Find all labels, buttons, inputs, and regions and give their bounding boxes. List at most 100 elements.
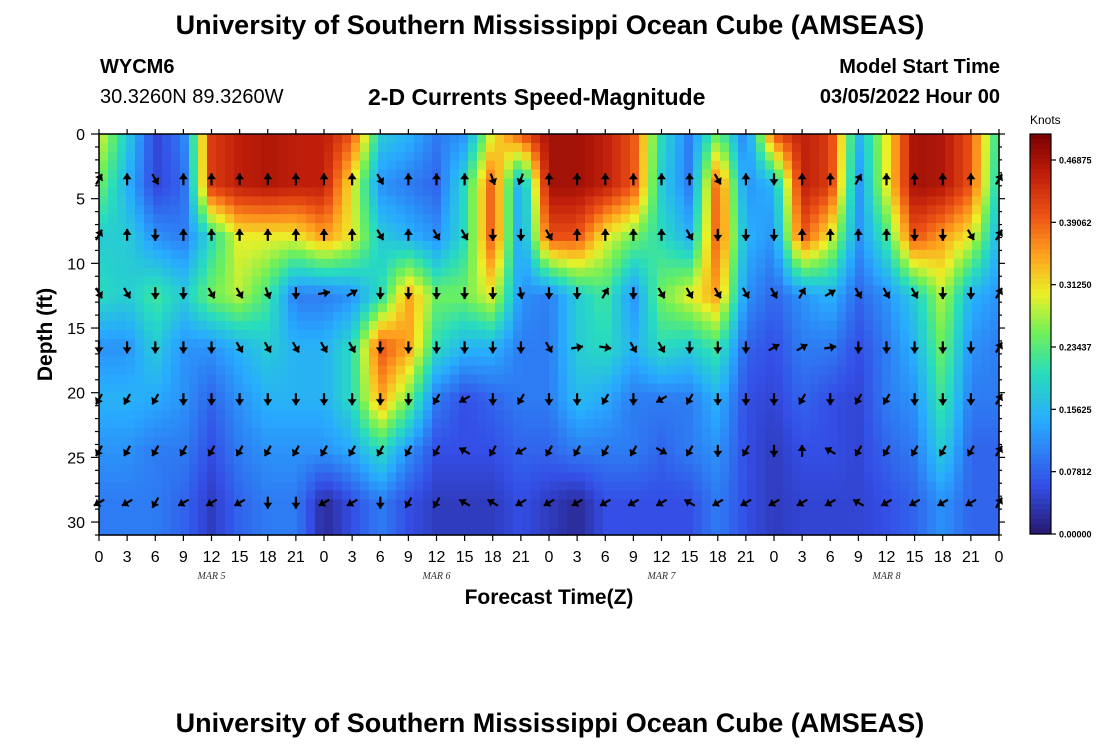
heatmap-cell	[891, 178, 901, 189]
heatmap-cell	[648, 285, 658, 295]
heatmap-cell	[684, 312, 694, 322]
heatmap-cell	[414, 437, 424, 447]
heatmap-cell	[918, 392, 928, 402]
heatmap-cell	[846, 187, 856, 197]
heatmap-cell	[540, 472, 550, 483]
heatmap-cell	[603, 472, 613, 483]
heatmap-cell	[423, 356, 433, 367]
heatmap-cell	[837, 205, 847, 215]
heatmap-cell	[819, 169, 829, 180]
heatmap-cell	[981, 330, 991, 340]
heatmap-cell	[387, 517, 397, 527]
heatmap-cell	[594, 472, 604, 483]
heatmap-cell	[378, 205, 388, 215]
heatmap-cell	[774, 454, 784, 465]
heatmap-cell	[612, 472, 622, 483]
heatmap-cell	[513, 321, 523, 331]
heatmap-cell	[135, 142, 145, 153]
heatmap-cell	[729, 196, 739, 206]
heatmap-cell	[108, 196, 118, 206]
heatmap-cell	[324, 463, 334, 474]
heatmap-cell	[270, 445, 280, 456]
heatmap-cell	[297, 294, 307, 304]
heatmap-cell	[918, 303, 928, 313]
heatmap-cell	[270, 196, 280, 206]
heatmap-cell	[774, 134, 784, 144]
heatmap-cell	[585, 374, 595, 385]
heatmap-cell	[648, 490, 658, 500]
heatmap-cell	[324, 214, 334, 224]
heatmap-cell	[837, 508, 847, 518]
heatmap-cell	[720, 276, 730, 287]
heatmap-cell	[495, 276, 505, 287]
heatmap-cell	[315, 347, 325, 358]
heatmap-cell	[783, 258, 793, 269]
heatmap-cell	[135, 383, 145, 393]
heatmap-cell	[351, 374, 361, 385]
heatmap-cell	[819, 410, 829, 420]
heatmap-cell	[990, 437, 1000, 447]
current-arrow-head	[207, 173, 216, 180]
heatmap-cell	[333, 294, 343, 304]
heatmap-cell	[990, 392, 1000, 402]
heatmap-cell	[180, 151, 190, 162]
heatmap-cell	[108, 321, 118, 331]
heatmap-cell	[666, 223, 676, 233]
heatmap-cell	[234, 463, 244, 474]
heatmap-cell	[711, 374, 721, 385]
heatmap-cell	[648, 410, 658, 420]
heatmap-cell	[819, 178, 829, 189]
heatmap-cell	[621, 374, 631, 385]
heatmap-cell	[144, 178, 154, 189]
heatmap-cell	[459, 490, 469, 500]
current-arrow-head	[122, 173, 132, 180]
heatmap-cell	[738, 151, 748, 162]
heatmap-cell	[729, 312, 739, 322]
heatmap-cell	[558, 392, 568, 402]
heatmap-cell	[630, 374, 640, 385]
heatmap-cell	[648, 142, 658, 153]
heatmap-cell	[135, 214, 145, 224]
heatmap-cell	[783, 240, 793, 251]
heatmap-cell	[540, 330, 550, 340]
heatmap-cell	[369, 178, 379, 189]
heatmap-cell	[882, 428, 892, 438]
heatmap-cell	[306, 419, 316, 429]
heatmap-cell	[567, 472, 577, 483]
current-arrow-head	[572, 399, 582, 406]
heatmap-cell	[153, 142, 163, 153]
heatmap-cell	[720, 339, 730, 349]
heatmap-cell	[459, 196, 469, 206]
heatmap-cell	[900, 187, 910, 197]
heatmap-cell	[945, 178, 955, 189]
heatmap-cell	[630, 339, 640, 349]
heatmap-cell	[261, 392, 271, 402]
heatmap-cell	[738, 463, 748, 474]
heatmap-cell	[981, 419, 991, 429]
current-arrow-head	[348, 448, 356, 457]
heatmap-cell	[486, 428, 496, 438]
heatmap-cell	[666, 419, 676, 429]
heatmap-cell	[396, 169, 406, 180]
heatmap-cell	[576, 267, 586, 278]
heatmap-cell	[405, 410, 415, 420]
heatmap-cell	[639, 428, 649, 438]
heatmap-cell	[162, 303, 172, 313]
heatmap-cell	[216, 392, 226, 402]
heatmap-cell	[972, 437, 982, 447]
heatmap-cell	[702, 526, 712, 536]
heatmap-cell	[252, 276, 262, 287]
heatmap-cell	[855, 481, 865, 491]
heatmap-cell	[918, 321, 928, 331]
heatmap-cell	[801, 134, 811, 144]
heatmap-cell	[693, 383, 703, 393]
heatmap-cell	[117, 401, 127, 411]
heatmap-cell	[927, 240, 937, 251]
heatmap-cell	[567, 330, 577, 340]
heatmap-cell	[279, 258, 289, 269]
heatmap-cell	[729, 365, 739, 376]
heatmap-cell	[810, 169, 820, 180]
heatmap-cell	[873, 151, 883, 162]
heatmap-cell	[270, 142, 280, 153]
heatmap-cell	[108, 205, 118, 215]
